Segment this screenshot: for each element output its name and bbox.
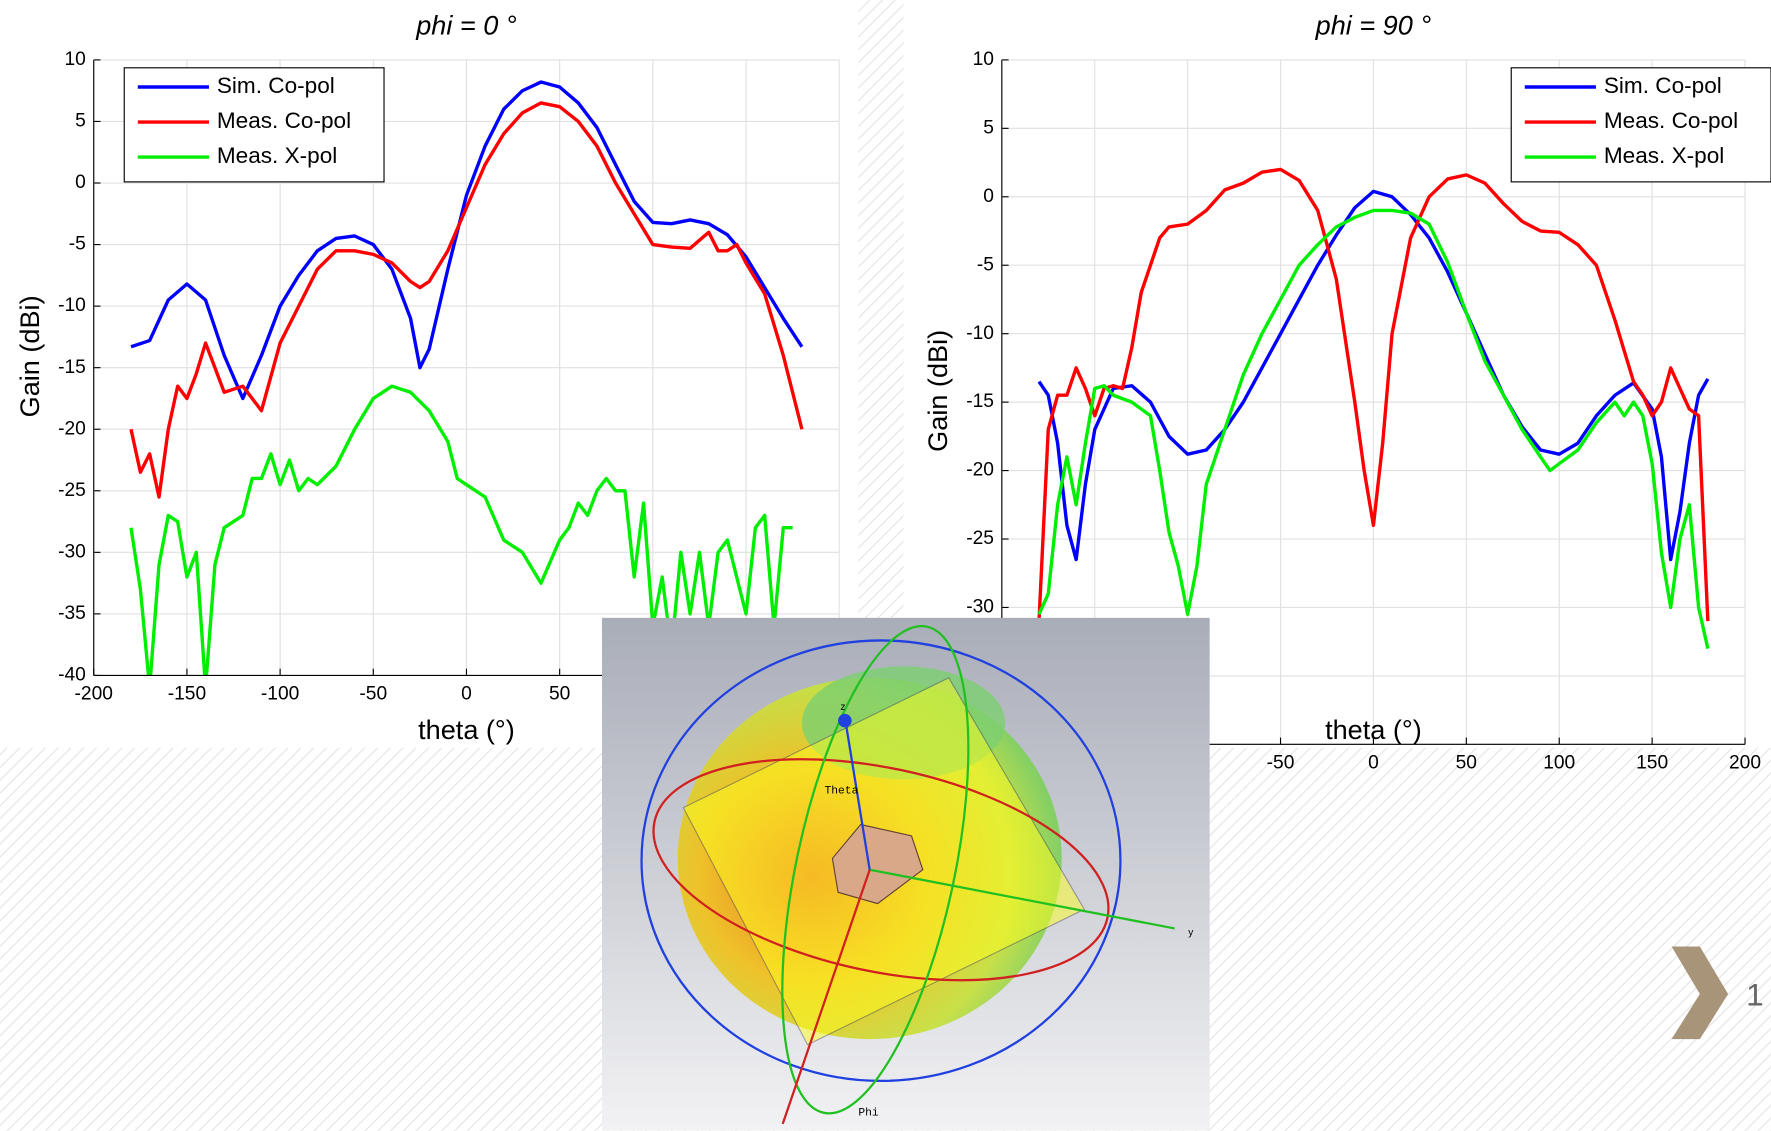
- chevron: [1671, 946, 1729, 1040]
- x-tick-label: -200: [75, 684, 113, 705]
- y-tick-label: 5: [75, 111, 86, 132]
- x-tick-label: -50: [1267, 753, 1295, 774]
- y-axis-label: Gain (dBi): [922, 330, 953, 452]
- chart-title: phi = 0 °: [415, 9, 517, 40]
- x-tick-label: -100: [261, 684, 299, 705]
- y-tick-label: -35: [58, 603, 86, 624]
- x-tick-label: 100: [1543, 753, 1575, 774]
- y-tick-label: -10: [966, 323, 994, 344]
- axis-label: z: [840, 702, 845, 713]
- x-axis-label: theta (°): [418, 714, 515, 745]
- radiation-pattern-image: [602, 617, 1210, 1131]
- y-tick-label: -20: [58, 418, 86, 439]
- axis-label: Phi: [858, 1108, 879, 1120]
- chart-title: phi = 90 °: [1315, 9, 1432, 40]
- x-tick-label: -50: [359, 684, 387, 705]
- y-tick-label: -40: [58, 665, 86, 686]
- y-tick-label: -20: [966, 460, 994, 481]
- legend-label: Meas. Co-pol: [1604, 108, 1738, 133]
- x-axis-label: theta (°): [1325, 714, 1422, 745]
- y-tick-label: -5: [69, 234, 86, 255]
- series-line: [129, 384, 793, 676]
- slide-number: 1: [1746, 977, 1764, 1013]
- y-tick-label: -25: [58, 480, 86, 501]
- y-tick-label: -25: [966, 528, 994, 549]
- legend-label: Sim. Co-pol: [1604, 73, 1722, 98]
- x-tick-label: 0: [461, 684, 472, 705]
- chart: 1050-5-10-15-20-25-30-35-40-200-150-100-…: [14, 9, 855, 745]
- x-tick-label: 50: [1456, 753, 1477, 774]
- y-tick-label: 0: [75, 172, 86, 193]
- series-line: [1037, 167, 1710, 622]
- y-tick-label: -30: [58, 541, 86, 562]
- y-tick-label: 10: [973, 49, 994, 70]
- x-tick-label: -150: [168, 684, 206, 705]
- y-tick-label: 10: [64, 49, 85, 70]
- legend-label: Meas. X-pol: [217, 143, 337, 168]
- axis-label: y: [1188, 928, 1194, 939]
- x-tick-label: 150: [1636, 753, 1668, 774]
- y-tick-label: 0: [983, 186, 994, 207]
- legend-label: Meas. Co-pol: [217, 108, 351, 133]
- y-tick-label: -30: [966, 597, 994, 618]
- axis-label: Theta: [825, 786, 859, 798]
- legend-label: Sim. Co-pol: [217, 73, 335, 98]
- x-tick-label: 0: [1368, 753, 1379, 774]
- x-tick-label: 50: [549, 684, 570, 705]
- series-line: [1037, 208, 1710, 649]
- y-tick-label: -10: [58, 295, 86, 316]
- y-tick-label: 5: [983, 117, 994, 138]
- y-tick-label: -5: [977, 254, 994, 275]
- legend-label: Meas. X-pol: [1604, 143, 1724, 168]
- series-line: [129, 101, 804, 499]
- y-axis-label: Gain (dBi): [14, 295, 45, 417]
- y-tick-label: -15: [58, 357, 86, 378]
- y-tick-label: -15: [966, 391, 994, 412]
- x-tick-label: 200: [1729, 753, 1761, 774]
